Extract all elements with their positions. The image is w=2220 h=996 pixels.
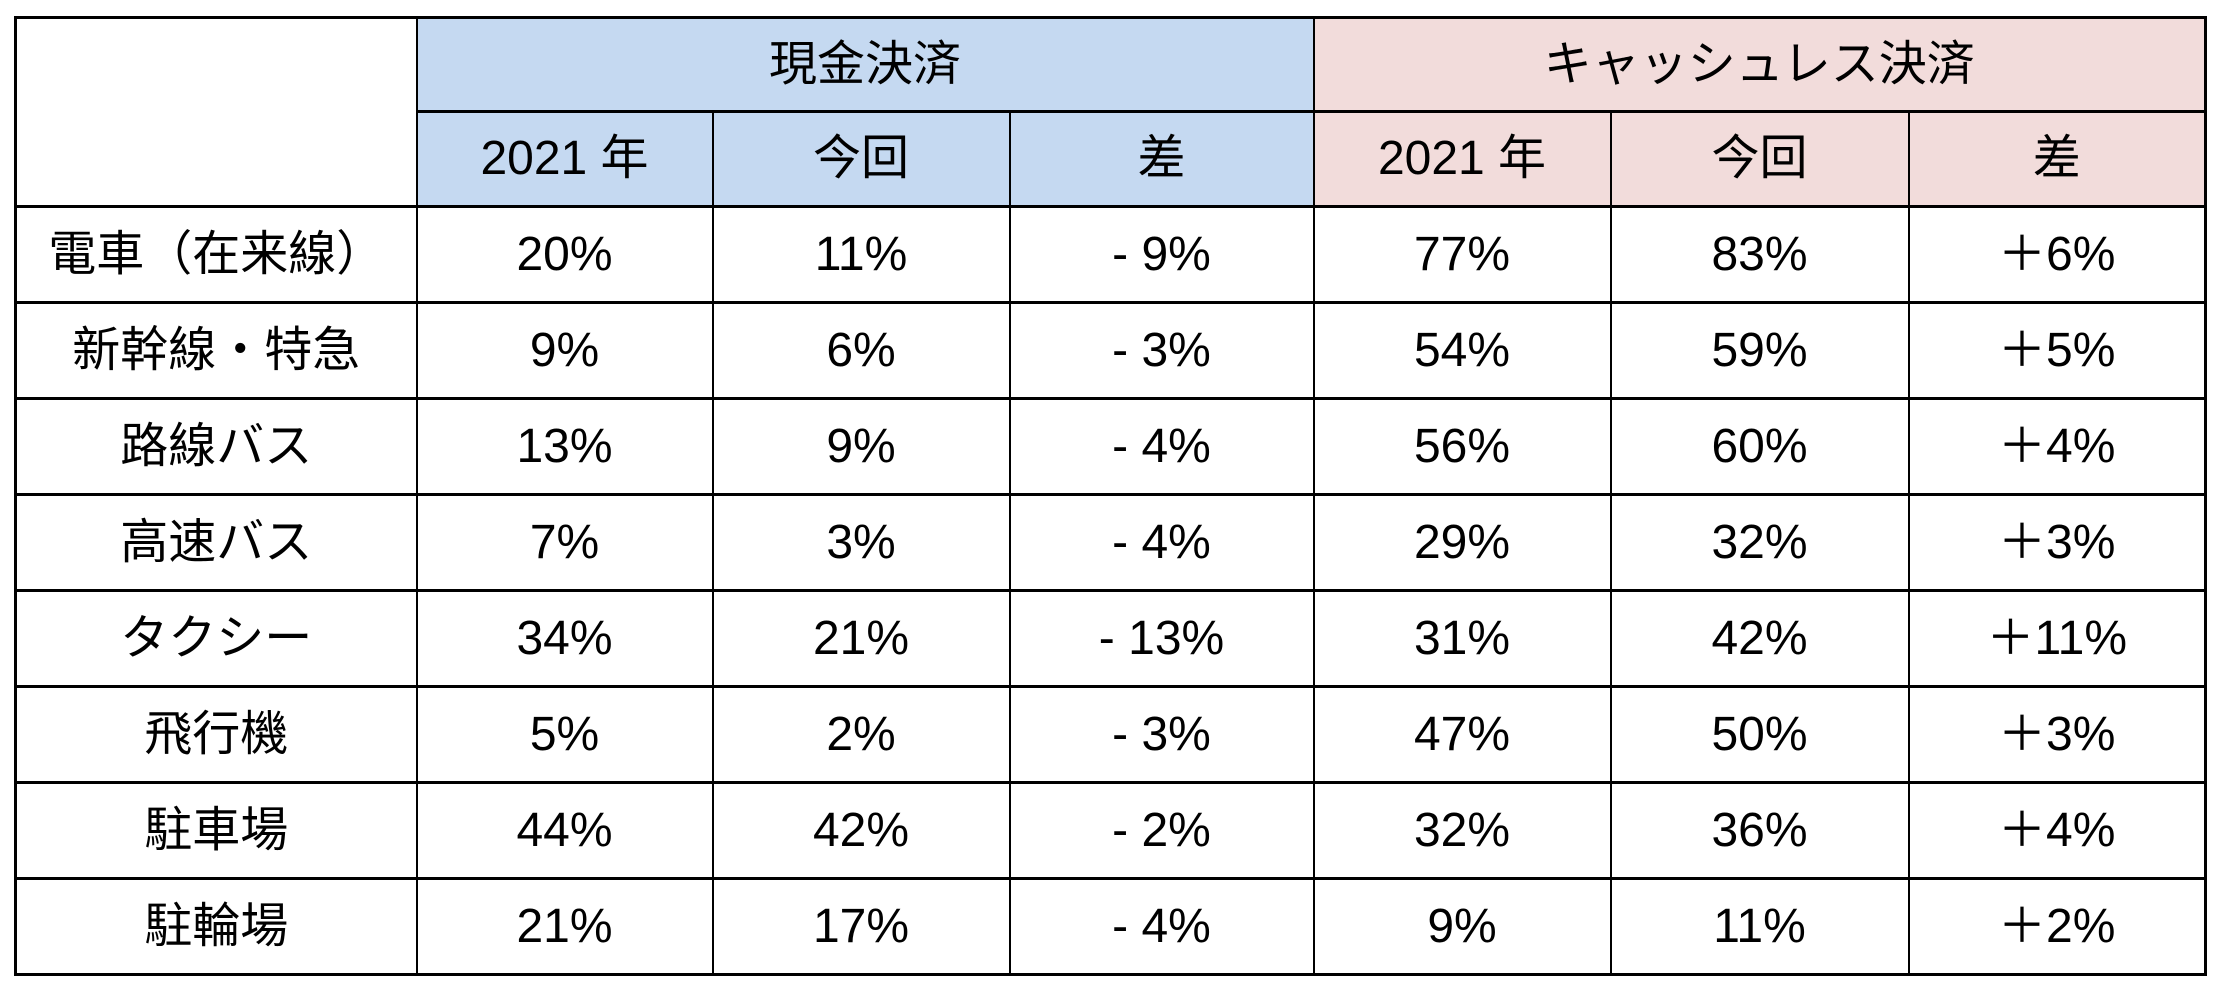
cell-cash-now: 42% xyxy=(711,781,1011,880)
cell-cashless-diff: ＋2% xyxy=(1907,877,2207,976)
table-row: 電車（在来線） 20% 11% - 9% 77% 83% ＋6% xyxy=(14,205,2207,304)
row-label: 駐輪場 xyxy=(14,877,418,976)
table-row: 駐輪場 21% 17% - 4% 9% 11% ＋2% xyxy=(14,877,2207,976)
cell-cash-diff: - 4% xyxy=(1008,397,1315,496)
cell-cash-now: 9% xyxy=(711,397,1011,496)
group-header-cashless: キャッシュレス決済 xyxy=(1312,16,2207,113)
subheader-cashless-now: 今回 xyxy=(1609,110,1910,208)
cell-cashless-2021: 31% xyxy=(1312,589,1612,688)
cell-cashless-2021: 54% xyxy=(1312,301,1612,400)
cell-cashless-diff: ＋11% xyxy=(1907,589,2207,688)
cell-cash-diff: - 2% xyxy=(1008,781,1315,880)
cell-cash-diff: - 9% xyxy=(1008,205,1315,304)
cell-cashless-now: 36% xyxy=(1609,781,1910,880)
cell-cash-now: 11% xyxy=(711,205,1011,304)
cell-cashless-2021: 47% xyxy=(1312,685,1612,784)
payment-comparison-table: 現金決済 キャッシュレス決済 2021 年 今回 差 2021 年 今回 差 電… xyxy=(14,16,2207,976)
cell-cashless-diff: ＋5% xyxy=(1907,301,2207,400)
table-row: 高速バス 7% 3% - 4% 29% 32% ＋3% xyxy=(14,493,2207,592)
cell-cash-now: 21% xyxy=(711,589,1011,688)
cell-cashless-2021: 77% xyxy=(1312,205,1612,304)
cell-cashless-now: 59% xyxy=(1609,301,1910,400)
cell-cash-diff: - 3% xyxy=(1008,301,1315,400)
cell-cash-now: 6% xyxy=(711,301,1011,400)
row-label: 新幹線・特急 xyxy=(14,301,418,400)
cell-cash-2021: 13% xyxy=(415,397,714,496)
group-header-row: 現金決済 キャッシュレス決済 xyxy=(14,16,2207,208)
cell-cash-2021: 34% xyxy=(415,589,714,688)
row-label: 高速バス xyxy=(14,493,418,592)
table-row: 路線バス 13% 9% - 4% 56% 60% ＋4% xyxy=(14,397,2207,496)
cell-cashless-now: 50% xyxy=(1609,685,1910,784)
subheader-cashless-2021: 2021 年 xyxy=(1312,110,1612,208)
row-label: タクシー xyxy=(14,589,418,688)
cell-cashless-diff: ＋6% xyxy=(1907,205,2207,304)
subheader-cash-now: 今回 xyxy=(711,110,1011,208)
cell-cash-now: 3% xyxy=(711,493,1011,592)
cell-cashless-now: 42% xyxy=(1609,589,1910,688)
cell-cashless-now: 60% xyxy=(1609,397,1910,496)
cell-cashless-2021: 56% xyxy=(1312,397,1612,496)
corner-cell xyxy=(14,16,418,208)
table-row: タクシー 34% 21% - 13% 31% 42% ＋11% xyxy=(14,589,2207,688)
row-label: 駐車場 xyxy=(14,781,418,880)
cell-cashless-2021: 29% xyxy=(1312,493,1612,592)
cell-cash-diff: - 4% xyxy=(1008,877,1315,976)
cell-cash-now: 17% xyxy=(711,877,1011,976)
subheader-cash-diff: 差 xyxy=(1008,110,1315,208)
cell-cashless-now: 83% xyxy=(1609,205,1910,304)
cell-cashless-diff: ＋3% xyxy=(1907,493,2207,592)
subheader-cashless-diff: 差 xyxy=(1907,110,2207,208)
cell-cash-2021: 9% xyxy=(415,301,714,400)
cell-cashless-diff: ＋3% xyxy=(1907,685,2207,784)
cell-cashless-2021: 9% xyxy=(1312,877,1612,976)
row-label: 電車（在来線） xyxy=(14,205,418,304)
row-label: 飛行機 xyxy=(14,685,418,784)
cell-cash-diff: - 13% xyxy=(1008,589,1315,688)
cell-cash-2021: 21% xyxy=(415,877,714,976)
table-row: 新幹線・特急 9% 6% - 3% 54% 59% ＋5% xyxy=(14,301,2207,400)
cell-cash-2021: 44% xyxy=(415,781,714,880)
subheader-cash-2021: 2021 年 xyxy=(415,110,714,208)
cell-cash-diff: - 4% xyxy=(1008,493,1315,592)
cell-cashless-2021: 32% xyxy=(1312,781,1612,880)
cell-cash-diff: - 3% xyxy=(1008,685,1315,784)
group-header-cash: 現金決済 xyxy=(415,16,1315,113)
cell-cashless-diff: ＋4% xyxy=(1907,781,2207,880)
table-row: 飛行機 5% 2% - 3% 47% 50% ＋3% xyxy=(14,685,2207,784)
row-label: 路線バス xyxy=(14,397,418,496)
cell-cash-now: 2% xyxy=(711,685,1011,784)
cell-cashless-now: 32% xyxy=(1609,493,1910,592)
cell-cash-2021: 7% xyxy=(415,493,714,592)
cell-cash-2021: 20% xyxy=(415,205,714,304)
cell-cashless-now: 11% xyxy=(1609,877,1910,976)
cell-cash-2021: 5% xyxy=(415,685,714,784)
cell-cashless-diff: ＋4% xyxy=(1907,397,2207,496)
table-row: 駐車場 44% 42% - 2% 32% 36% ＋4% xyxy=(14,781,2207,880)
sub-header-row: 2021 年 今回 差 2021 年 今回 差 xyxy=(16,110,2207,208)
